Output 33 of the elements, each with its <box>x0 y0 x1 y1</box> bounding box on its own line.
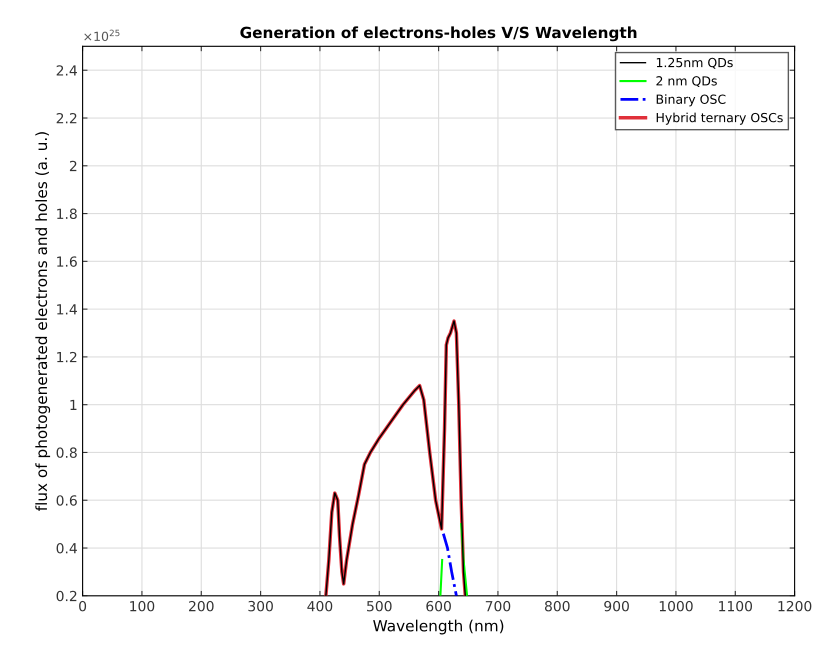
x-tick-label: 200 <box>189 600 214 612</box>
y-tick-label: 0.4 <box>56 542 77 554</box>
x-tick-label: 700 <box>486 600 510 612</box>
legend-label: Hybrid ternary OSCs <box>656 112 783 125</box>
x-axis-title: Wavelength (nm) <box>373 620 504 634</box>
y-tick-label: 2.4 <box>56 65 77 76</box>
x-tick-label: 300 <box>248 600 273 612</box>
y-tick-label: 1.6 <box>57 256 77 267</box>
x-tick-label: 100 <box>130 600 154 612</box>
chart-title: Generation of electrons-holes V/S Wavelength <box>240 26 636 42</box>
x-tick-label: 1100 <box>719 600 752 612</box>
y-tick-label: 1.4 <box>57 304 77 314</box>
text: ×10$^{25}$ <box>84 30 120 42</box>
y-tick-label: 0.2 <box>56 590 76 602</box>
legend-label: 2 nm QDs <box>656 76 717 88</box>
y-axis-title: flux of photogenerated electrons and holes (a. u.) <box>35 132 50 511</box>
x-tick-label: 0 <box>79 600 86 612</box>
x-tick-label: 1200 <box>778 600 812 612</box>
y-tick-label: 0.6 <box>56 495 77 506</box>
y-tick-label: 1 <box>70 400 76 410</box>
y-tick-label: 2.2 <box>56 112 76 124</box>
y-tick-label: 1.2 <box>57 352 76 362</box>
y-tick-label: 0.8 <box>56 447 77 458</box>
x-tick-label: 1000 <box>660 600 693 612</box>
x-tick-label: 500 <box>367 600 392 612</box>
x-tick-label: 400 <box>307 600 332 612</box>
y-tick-label: 2 <box>70 160 76 172</box>
legend-label: 1.25nm QDs <box>656 58 733 69</box>
x-tick-label: 600 <box>426 600 451 612</box>
legend-label: Binary OSC <box>656 94 726 106</box>
y-tick-label: 1.8 <box>57 208 77 220</box>
x-tick-label: 900 <box>604 600 629 612</box>
x-tick-label: 800 <box>544 600 570 612</box>
